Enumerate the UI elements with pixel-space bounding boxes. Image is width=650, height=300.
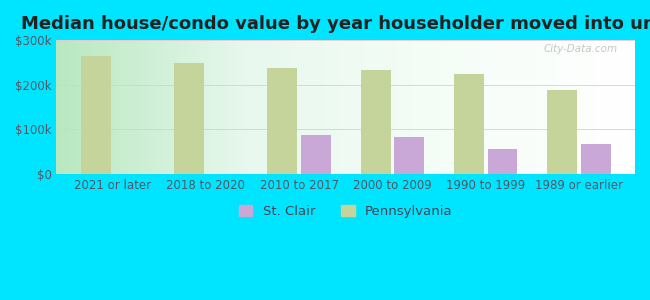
Bar [267,68,297,174]
Bar [547,90,577,174]
Bar [454,74,484,174]
Bar [81,56,110,174]
Bar [361,70,391,174]
Bar [581,144,611,174]
Bar [301,135,331,174]
Title: Median house/condo value by year householder moved into unit: Median house/condo value by year househo… [21,15,650,33]
Legend: St. Clair, Pennsylvania: St. Clair, Pennsylvania [239,205,452,218]
Text: City-Data.com: City-Data.com [543,44,618,54]
Bar [174,63,204,174]
Bar [395,137,424,174]
Bar [488,149,517,174]
